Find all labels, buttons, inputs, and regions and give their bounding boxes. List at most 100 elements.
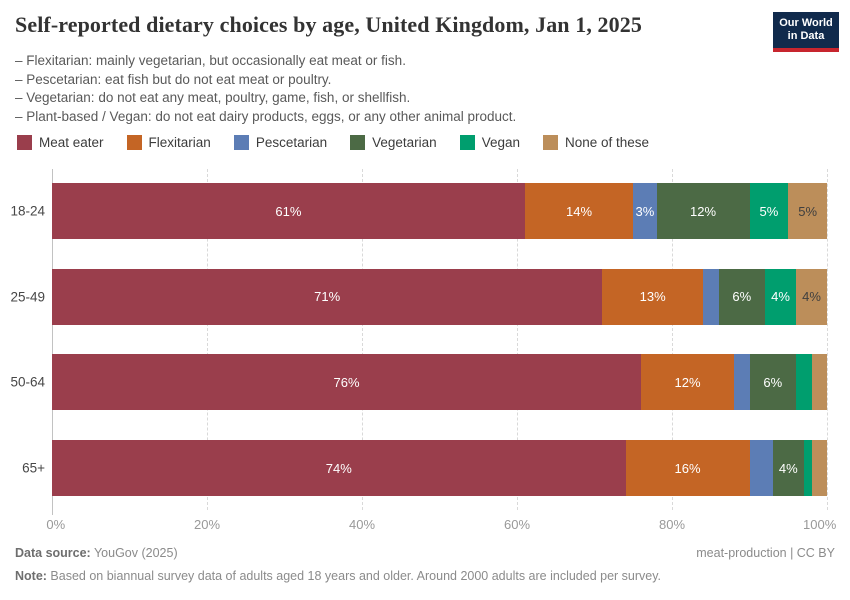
value-label: 14% xyxy=(565,203,593,219)
value-label: 5% xyxy=(759,203,779,219)
value-label: 4% xyxy=(771,289,790,305)
subtitle-line-flexitarian: – Flexitarian: mainly vegetarian, but oc… xyxy=(15,53,406,68)
value-label: 71% xyxy=(314,289,341,305)
legend-label: Meat eater xyxy=(39,135,104,150)
chart-legend: Meat eater Flexitarian Pescetarian Vegetari… xyxy=(17,135,649,150)
bar-segment-none-of-these-18-24[interactable]: 5% xyxy=(788,183,827,239)
y-axis-line xyxy=(52,169,53,515)
page-title: Self-reported dietary choices by age, Un… xyxy=(15,12,642,37)
bar-row-65+: 65+ 74% 16% 4% xyxy=(22,440,827,497)
value-label: 13% xyxy=(639,289,666,305)
value-label: 74% xyxy=(325,460,352,476)
legend-item-vegan[interactable]: Vegan xyxy=(459,135,520,150)
legend-label: Vegetarian xyxy=(372,135,437,150)
age-group-label-18-24: 18-24 xyxy=(10,203,45,219)
value-label: 12% xyxy=(674,374,701,390)
age-group-label-65+: 65+ xyxy=(22,460,45,476)
gridline-80 xyxy=(672,169,673,510)
x-tick-label-60: 60% xyxy=(503,517,531,532)
bar-segment-flexitarian-50-64[interactable]: 12% xyxy=(641,354,734,411)
x-tick-label-100: 100% xyxy=(803,517,837,532)
value-label: 3% xyxy=(635,203,655,219)
x-axis: 0% 20% 40% 60% 80% 100% xyxy=(46,517,836,533)
bar-segment-pescetarian-50-64[interactable] xyxy=(734,354,750,411)
value-label: 6% xyxy=(732,289,752,305)
gridline-20 xyxy=(207,169,208,510)
legend-swatch-icon xyxy=(17,135,32,150)
owid-logo[interactable]: Our World in Data xyxy=(773,12,839,52)
legend-item-none-of-these[interactable]: None of these xyxy=(542,135,650,150)
legend-item-flexitarian[interactable]: Flexitarian xyxy=(126,135,211,150)
legend-label: Flexitarian xyxy=(148,135,211,150)
data-source-value: YouGov (2025) xyxy=(90,546,178,560)
x-tick-label-40: 40% xyxy=(348,517,376,532)
value-label: 4% xyxy=(778,460,798,476)
x-tick-label-80: 80% xyxy=(658,517,686,532)
legend-label: None of these xyxy=(564,135,650,150)
bar-segment-vegan-50-64[interactable] xyxy=(796,354,812,411)
bar-segment-pescetarian-18-24[interactable]: 3% xyxy=(633,183,657,239)
bar-segment-vegetarian-25-49[interactable]: 6% xyxy=(718,268,765,325)
bar-segment-vegetarian-65+[interactable]: 4% xyxy=(772,440,804,497)
legend-swatch-icon xyxy=(542,135,558,150)
value-label: 4% xyxy=(802,289,821,305)
value-label: 6% xyxy=(763,374,783,390)
bar-segment-meat-eater-50-64[interactable]: 76% xyxy=(52,354,641,411)
bar-segment-flexitarian-65+[interactable]: 16% xyxy=(625,440,750,497)
bar-segment-vegetarian-50-64[interactable]: 6% xyxy=(749,354,796,411)
value-label: 12% xyxy=(689,203,717,219)
bar-segment-meat-eater-25-49[interactable]: 71% xyxy=(52,268,603,325)
bar-segment-flexitarian-18-24[interactable]: 14% xyxy=(524,183,634,239)
gridline-60 xyxy=(517,169,518,510)
bar-segment-meat-eater-18-24[interactable]: 61% xyxy=(52,183,525,239)
note-label: Note: xyxy=(15,569,47,583)
gridline-40 xyxy=(362,169,363,510)
bar-row-50-64: 50-64 76% 12% 6% xyxy=(10,354,827,411)
bar-segment-flexitarian-25-49[interactable]: 13% xyxy=(602,268,703,325)
legend-swatch-icon xyxy=(350,135,366,150)
age-group-label-50-64: 50-64 xyxy=(10,374,45,390)
data-source-label: Data source: xyxy=(15,546,91,560)
bar-segment-vegan-65+[interactable] xyxy=(803,440,812,497)
legend-swatch-icon xyxy=(126,135,142,150)
legend-label: Vegan xyxy=(481,135,520,150)
bar-row-18-24: 18-24 61% 14% 3% 12% 5% 5% xyxy=(10,183,827,239)
bar-segment-none-of-these-50-64[interactable] xyxy=(811,354,827,411)
legend-swatch-icon xyxy=(459,135,475,150)
value-label: 16% xyxy=(674,460,701,476)
owid-logo-line1: Our World xyxy=(779,17,833,30)
plot-area: 18-24 61% 14% 3% 12% 5% 5% 25-49 71% 13% 6% 4% 4% 50-… xyxy=(10,169,828,515)
legend-swatch-icon xyxy=(233,135,249,150)
bar-row-25-49: 25-49 71% 13% 6% 4% 4% xyxy=(10,268,827,325)
note-value: Based on biannual survey data of adults … xyxy=(46,569,662,583)
chart-subtitle: – Flexitarian: mainly vegetarian, but oc… xyxy=(15,52,775,126)
legend-label: Pescetarian xyxy=(255,135,328,150)
bar-segment-pescetarian-25-49[interactable] xyxy=(703,268,719,325)
bar-segment-vegan-18-24[interactable]: 5% xyxy=(749,183,789,239)
legend-item-vegetarian[interactable]: Vegetarian xyxy=(350,135,437,150)
chart-footer: Data source: YouGov (2025) meat-producti… xyxy=(15,546,835,583)
data-source: Data source: YouGov (2025) xyxy=(15,546,178,560)
bar-segment-vegetarian-18-24[interactable]: 12% xyxy=(656,183,750,239)
value-label: 61% xyxy=(275,203,302,219)
bar-segment-vegan-25-49[interactable]: 4% xyxy=(765,268,796,325)
bar-segment-meat-eater-65+[interactable]: 74% xyxy=(52,440,626,497)
gridline-100 xyxy=(827,169,828,510)
legend-item-pescetarian[interactable]: Pescetarian xyxy=(233,135,328,150)
x-tick-label-0: 0% xyxy=(46,517,66,532)
bar-segment-none-of-these-25-49[interactable]: 4% xyxy=(796,268,827,325)
legend-item-meat-eater[interactable]: Meat eater xyxy=(17,135,104,150)
subtitle-line-vegan: – Plant-based / Vegan: do not eat dairy … xyxy=(15,108,517,124)
subtitle-line-pescetarian: – Pescetarian: eat fish but do not eat m… xyxy=(15,71,332,87)
attribution[interactable]: meat-production | CC BY xyxy=(696,546,835,560)
x-tick-label-20: 20% xyxy=(193,517,221,532)
chart-note: Note: Based on biannual survey data of a… xyxy=(15,569,835,583)
value-label: 76% xyxy=(333,374,360,390)
bar-segment-pescetarian-65+[interactable] xyxy=(749,440,773,497)
owid-logo-line2: in Data xyxy=(787,30,825,42)
age-group-label-25-49: 25-49 xyxy=(10,289,45,305)
bar-segment-none-of-these-65+[interactable] xyxy=(811,440,827,497)
value-label: 5% xyxy=(798,203,818,219)
subtitle-line-vegetarian: – Vegetarian: do not eat any meat, poult… xyxy=(15,90,411,105)
